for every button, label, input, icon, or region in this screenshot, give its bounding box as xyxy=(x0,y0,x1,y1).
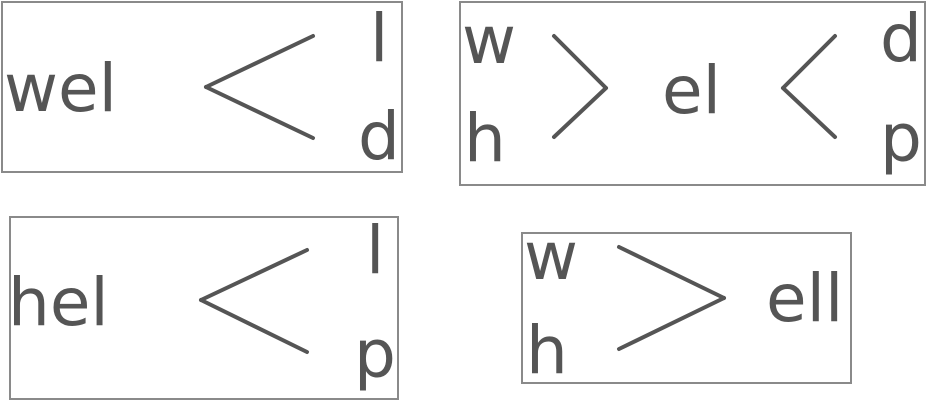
diagram-4-left-branch-top: w xyxy=(524,218,578,295)
diagram-3-stem: hel xyxy=(8,264,109,341)
fork-lower-line xyxy=(781,86,837,139)
fork-lower-line xyxy=(204,85,315,140)
diagram-2-left-branch-top: w xyxy=(462,2,516,79)
fork-lower-line xyxy=(199,298,309,354)
fork-upper-line xyxy=(781,34,837,90)
diagram-box-4 xyxy=(521,232,852,384)
diagram-4-stem: ell xyxy=(766,260,844,337)
diagram-2-middle: el xyxy=(662,52,721,129)
diagram-2-left-branch-bottom: h xyxy=(464,100,506,177)
fork-upper-line xyxy=(204,34,315,89)
diagram-3-branch-bottom: p xyxy=(354,316,396,393)
diagram-box-1 xyxy=(1,1,403,173)
diagram-4-left-branch-bottom: h xyxy=(526,312,568,389)
merge-lower-line xyxy=(552,86,608,139)
diagram-box-2 xyxy=(459,1,926,186)
diagram-3-branch-top: l xyxy=(366,212,385,289)
merge-lower-line xyxy=(617,296,726,351)
diagram-1-stem: wel xyxy=(4,50,117,127)
diagram-2-right-branch-top: d xyxy=(880,0,922,77)
diagram-1-branch-bottom: d xyxy=(358,98,400,175)
diagram-2-right-branch-bottom: p xyxy=(880,100,922,177)
diagram-1-branch-top: l xyxy=(370,0,389,77)
merge-upper-line xyxy=(552,34,608,90)
merge-upper-line xyxy=(617,245,726,300)
diagram-box-3 xyxy=(9,216,399,400)
fork-upper-line xyxy=(199,248,309,302)
